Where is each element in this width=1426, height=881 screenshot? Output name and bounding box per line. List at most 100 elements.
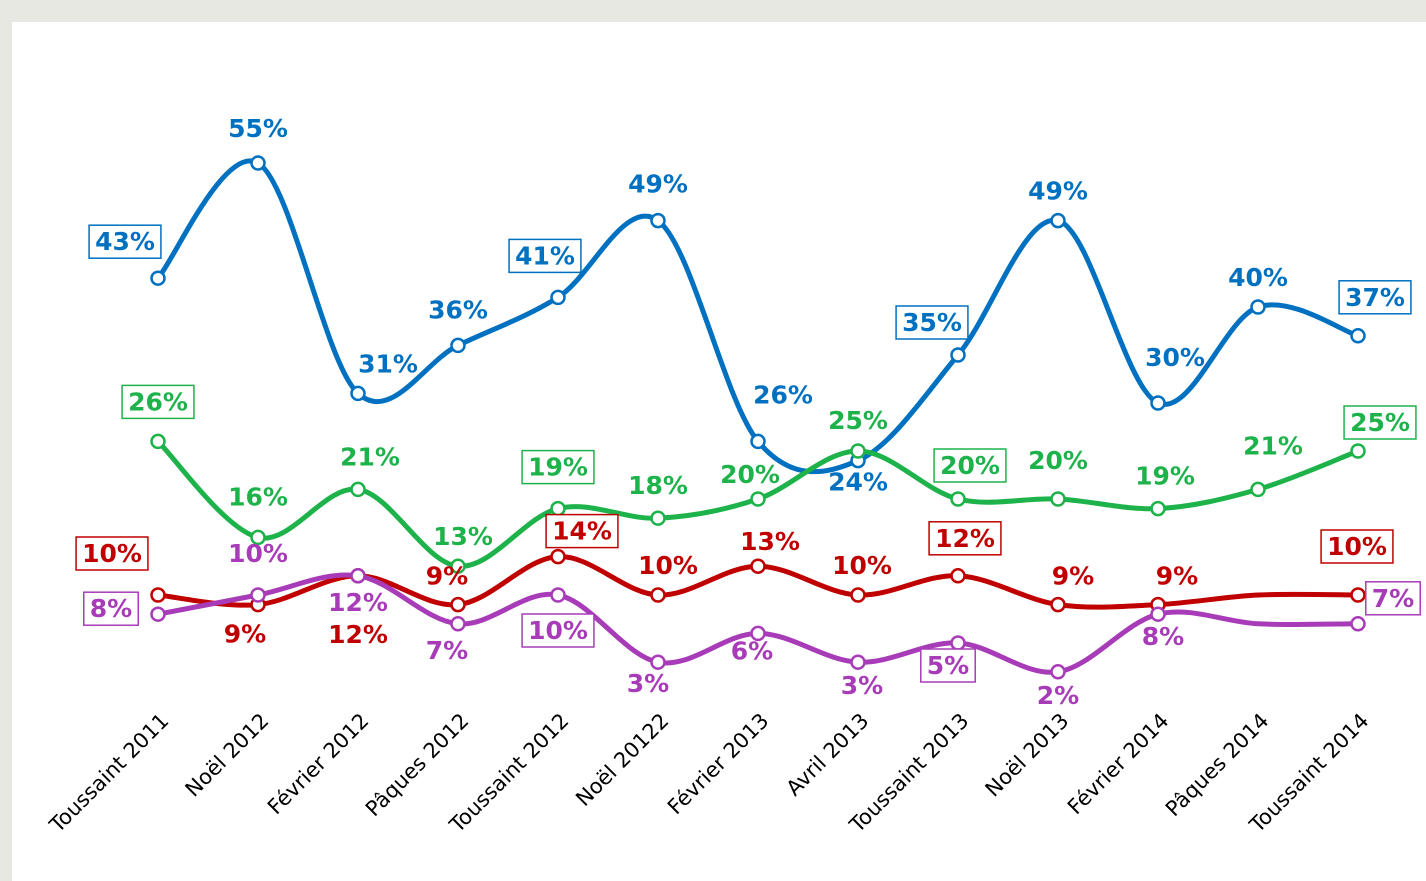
label-box [521,613,595,648]
data-point [150,433,166,450]
data-point [750,491,766,507]
data-point [450,596,466,613]
data-label: 16% [228,482,288,511]
label-box [1365,581,1421,616]
data-label: 31% [358,349,418,378]
data-point [650,212,666,229]
data-label: 7% [426,636,468,665]
data-point [1350,328,1366,344]
data-label: 20% [1028,446,1088,475]
data-point [1250,299,1266,315]
data-label: 49% [628,170,688,199]
data-point [250,155,266,171]
data-label: 18% [628,471,688,500]
data-label: 10% [832,551,892,580]
data-label: 20% [720,460,780,489]
data-label: 10% [82,539,142,568]
data-point [950,635,966,651]
data-point [550,500,566,517]
data-point [250,587,266,603]
data-point [1050,491,1066,507]
data-point [150,587,166,603]
data-point [950,491,966,507]
data-label: 12% [328,588,388,617]
data-label: 24% [828,468,888,497]
data-point [1050,664,1066,680]
label-box [121,384,195,420]
label-box [895,305,969,340]
data-label: 25% [828,406,888,435]
data-label: 36% [428,295,488,324]
series-line [155,158,1361,475]
data-label: 3% [841,671,883,700]
data-label: 21% [1243,431,1303,460]
data-point [550,587,566,603]
data-point [950,347,966,363]
data-point [1150,500,1166,517]
data-label: 10% [228,539,288,568]
data-point [350,568,366,584]
data-point [350,385,366,402]
data-label: 25% [1350,408,1410,437]
data-point [450,616,466,632]
data-label: 5% [927,651,969,680]
data-point [850,443,866,459]
data-point [1350,587,1366,603]
data-label: 3% [627,669,669,698]
data-point [750,433,766,450]
data-label: 55% [228,114,288,143]
data-point [550,289,566,306]
label-box [920,648,976,683]
data-label: 26% [128,387,188,416]
data-point [1050,596,1066,613]
data-point [650,510,666,526]
data-point [750,625,766,642]
data-label: 43% [95,227,155,256]
data-point [850,654,866,670]
data-label: 13% [433,522,493,551]
data-label: 2% [1037,681,1079,710]
data-label: 35% [902,308,962,337]
data-label: 49% [1028,177,1088,206]
label-box [1343,405,1417,440]
data-point [650,587,666,603]
data-label: 40% [1228,263,1288,292]
label-box [1320,529,1394,564]
label-box [928,521,1002,556]
label-box [933,448,1007,483]
label-box [521,449,595,485]
data-label: 13% [740,527,800,556]
data-label: 37% [1345,283,1405,312]
data-point [150,606,166,622]
plot-background [12,22,1426,881]
data-point [1350,443,1366,459]
data-label: 14% [552,517,612,546]
data-point [1350,616,1366,632]
label-box [545,513,619,549]
data-point [250,529,266,546]
data-label: 12% [935,524,995,553]
data-point [1250,481,1266,498]
label-box [1338,280,1412,315]
label-box [83,591,139,626]
data-label: 19% [1135,462,1195,491]
data-label: 26% [753,380,813,409]
data-point [950,568,966,584]
data-point [750,558,766,574]
data-label: 9% [224,620,266,649]
label-box [75,536,149,571]
data-point [1050,212,1066,229]
data-label: 20% [940,451,1000,480]
data-label: 9% [1156,562,1198,591]
data-point [650,654,666,670]
data-label: 6% [731,636,773,665]
data-point [450,558,466,574]
data-point [450,337,466,354]
data-point [850,587,866,603]
data-label: 10% [1327,532,1387,561]
data-label: 12% [328,620,388,649]
label-box [88,224,162,259]
data-point [150,270,166,286]
data-point [1150,395,1166,411]
